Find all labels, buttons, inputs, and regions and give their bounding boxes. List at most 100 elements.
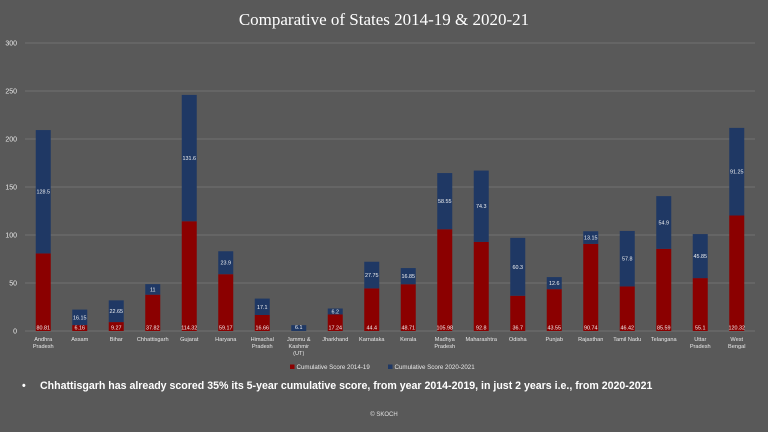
data-label-2014-19: 43.55 bbox=[548, 326, 562, 332]
x-tick-label: Gujarat bbox=[180, 337, 199, 343]
copyright-footer: © SKOCH bbox=[370, 412, 398, 418]
bar-2020-21 bbox=[729, 127, 745, 216]
y-tick-label: 300 bbox=[5, 41, 17, 48]
bar-2014-19 bbox=[437, 229, 453, 331]
x-tick-label: Rajasthan bbox=[578, 337, 603, 343]
data-label-2014-19: 36.7 bbox=[513, 326, 524, 332]
bar-2020-21 bbox=[473, 170, 489, 242]
y-axis: 0 50 100 150 200 250 300 bbox=[5, 41, 17, 336]
data-label-2014-19: 46.42 bbox=[621, 326, 635, 332]
x-tick-label: Chhattisgarh bbox=[137, 337, 169, 343]
x-tick-label: Jharkhand bbox=[322, 337, 348, 343]
data-labels: 80.81 128.5 6.16 16.15 9.27 22.65 37.82 11 114.3… bbox=[37, 156, 746, 331]
x-tick-label: Tamil Nadu bbox=[613, 337, 641, 343]
data-label-2020-21: 12.6 bbox=[549, 281, 560, 287]
insight-text: Chhattisgarh has already scored 35% its … bbox=[40, 380, 653, 392]
x-tick-label: Punjab bbox=[546, 337, 563, 343]
x-tick-label: Kerala bbox=[400, 337, 417, 343]
data-label-2020-21: 22.65 bbox=[110, 309, 124, 315]
data-label-2020-21: 23.9 bbox=[221, 261, 232, 267]
bar-2014-19 bbox=[364, 288, 380, 331]
legend-entry: Cumulative Score 2014-19 bbox=[297, 364, 371, 371]
data-label-2020-21: 16.15 bbox=[73, 315, 87, 321]
y-tick-label: 200 bbox=[5, 137, 17, 144]
data-label-2020-21: 128.5 bbox=[37, 190, 51, 196]
data-label-2014-19: 55.1 bbox=[695, 326, 706, 332]
data-label-2020-21: 17.1 bbox=[257, 305, 268, 311]
bars bbox=[35, 94, 745, 331]
x-tick-label: Karnataka bbox=[359, 337, 385, 343]
bar-2020-21 bbox=[181, 94, 197, 222]
gridlines bbox=[25, 42, 755, 332]
bar-2014-19 bbox=[729, 215, 745, 331]
bar-2020-21 bbox=[327, 308, 343, 315]
x-axis: Andhra Pradesh Assam Bihar Chhattisgarh Gujar… bbox=[33, 337, 746, 357]
bar-2014-19 bbox=[546, 289, 562, 331]
data-label-2020-21: 60.3 bbox=[513, 265, 524, 271]
chart-title: Comparative of States 2014-19 & 2020-21 bbox=[239, 10, 529, 29]
bar-2020-21 bbox=[400, 268, 416, 285]
bar-2020-21 bbox=[35, 130, 51, 254]
data-label-2014-19: 120.32 bbox=[729, 326, 746, 332]
bar-2014-19 bbox=[692, 278, 708, 331]
bar-2020-21 bbox=[437, 173, 453, 230]
stacked-bar-chart: Comparative of States 2014-19 & 2020-21 … bbox=[5, 10, 755, 371]
y-tick-label: 150 bbox=[5, 185, 17, 192]
x-tick-label: Uttar Pradesh bbox=[690, 337, 711, 350]
bar-2020-21 bbox=[291, 325, 307, 331]
data-label-2014-19: 16.66 bbox=[256, 326, 270, 332]
data-label-2014-19: 92.8 bbox=[476, 326, 487, 332]
data-label-2020-21: 91.25 bbox=[730, 170, 744, 176]
bar-2014-19 bbox=[218, 274, 234, 331]
bar-2020-21 bbox=[692, 234, 708, 279]
x-tick-label: Jammu & Kashmir (UT) bbox=[287, 337, 311, 357]
bar-2014-19 bbox=[510, 295, 526, 331]
bar-2020-21 bbox=[72, 309, 88, 326]
x-tick-label: Madhya Pradesh bbox=[434, 337, 455, 350]
bar-2020-21 bbox=[364, 261, 380, 289]
bar-2014-19 bbox=[108, 322, 124, 331]
data-label-2014-19: 48.71 bbox=[402, 326, 416, 332]
data-label-2014-19: 17.24 bbox=[329, 326, 343, 332]
bar-2020-21 bbox=[108, 300, 124, 323]
legend-swatch bbox=[290, 364, 295, 369]
bullet-point: • bbox=[22, 380, 26, 392]
data-label-2014-19: 114.32 bbox=[181, 326, 197, 332]
bar-2014-19 bbox=[656, 248, 672, 331]
data-label-2014-19: 9.27 bbox=[111, 326, 122, 332]
y-tick-label: 250 bbox=[5, 89, 17, 96]
bar-2020-21 bbox=[145, 284, 161, 295]
data-label-2020-21: 54.9 bbox=[659, 220, 670, 226]
bar-2014-19 bbox=[473, 241, 489, 331]
bar-2014-19 bbox=[583, 243, 599, 331]
x-tick-label: Haryana bbox=[215, 337, 237, 343]
bar-2014-19 bbox=[327, 314, 343, 331]
bar-2014-19 bbox=[254, 315, 270, 331]
x-tick-label: West Bengal bbox=[728, 337, 745, 350]
bar-2020-21 bbox=[583, 231, 599, 244]
data-label-2020-21: 45.85 bbox=[694, 254, 708, 260]
x-tick-label: Himachal Pradesh bbox=[251, 337, 274, 350]
legend: Cumulative Score 2014-19 Cumulative Score… bbox=[290, 364, 475, 371]
data-label-2020-21: 13.15 bbox=[584, 236, 598, 242]
data-label-2014-19: 105.98 bbox=[437, 326, 454, 332]
bar-2020-21 bbox=[510, 237, 526, 296]
data-label-2014-19: 59.17 bbox=[219, 326, 233, 332]
data-label-2020-21: 6.1 bbox=[295, 325, 303, 331]
legend-entry: Cumulative Score 2020-2021 bbox=[395, 364, 476, 371]
bar-2020-21 bbox=[656, 196, 672, 249]
data-label-2014-19: 85.59 bbox=[657, 326, 671, 332]
bar-2020-21 bbox=[619, 230, 635, 287]
x-tick-label: Odisha bbox=[509, 337, 528, 343]
insight-note: • Chhattisgarh has already scored 35% its… bbox=[22, 380, 752, 392]
data-label-2014-19: 90.74 bbox=[584, 326, 598, 332]
bar-2014-19 bbox=[145, 294, 161, 331]
data-label-2020-21: 131.6 bbox=[183, 156, 197, 162]
data-label-2020-21: 27.75 bbox=[365, 273, 379, 279]
bar-2014-19 bbox=[181, 221, 197, 331]
bar-2014-19 bbox=[72, 325, 88, 331]
data-label-2020-21: 16.85 bbox=[402, 274, 416, 280]
bar-2020-21 bbox=[254, 298, 270, 316]
bar-2014-19 bbox=[35, 253, 51, 331]
x-tick-label: Telangana bbox=[651, 337, 678, 343]
